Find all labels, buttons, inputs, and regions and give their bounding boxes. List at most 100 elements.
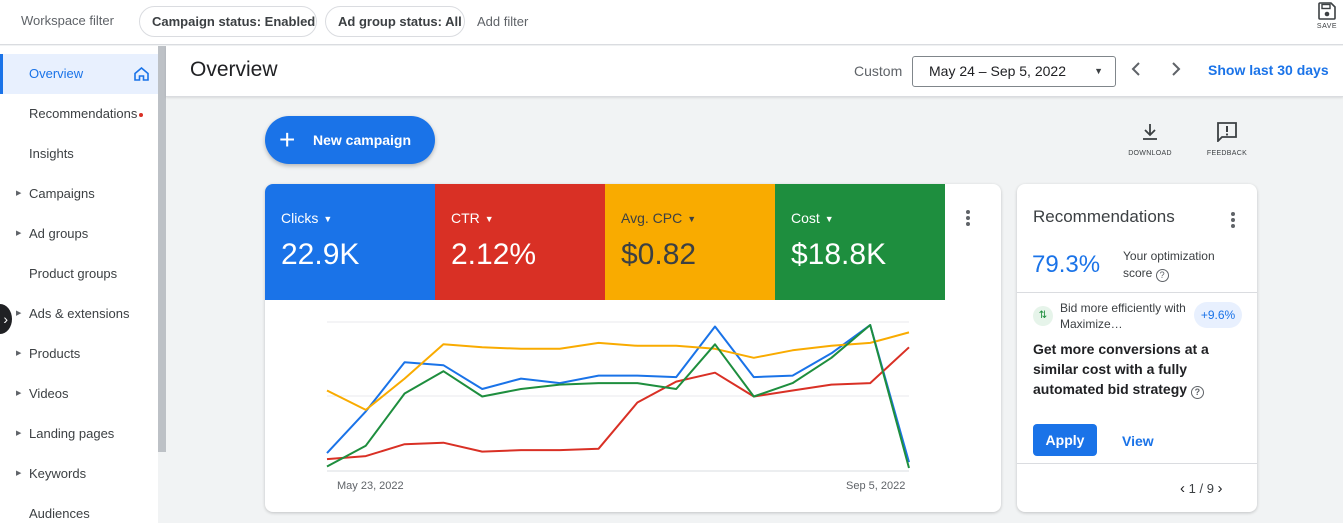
sidebar-item-recommendations[interactable]: Recommendations [0,94,158,134]
metric-value: $18.8K [791,238,887,271]
feedback-label: FEEDBACK [1206,150,1248,157]
x-axis-label-start: May 23, 2022 [337,480,404,492]
series-line-ctr [326,346,910,461]
date-range-type-label: Custom [854,63,903,79]
score-uplift-badge: +9.6% [1194,302,1242,328]
sidebar-item-label: Recommendations [29,106,138,121]
sidebar-item-ads-extensions[interactable]: ▶ Ads & extensions [0,294,158,334]
previous-period-button[interactable] [1125,58,1147,84]
feedback-icon [1217,122,1237,142]
new-campaign-button[interactable]: + New campaign [265,116,435,164]
series-line-avg-cpc [326,331,910,411]
sidebar-item-product-groups[interactable]: Product groups [0,254,158,294]
save-icon [1318,2,1336,20]
sidebar-item-label: Insights [29,146,74,161]
next-period-button[interactable] [1165,58,1187,84]
performance-card: Clicks ▼ 22.9K CTR ▼ 2.12% Avg. CPC ▼ $0.82… [265,184,1001,512]
metric-avg-cpc[interactable]: Avg. CPC ▼ $0.82 [605,184,775,300]
metric-name: Cost [791,210,820,226]
download-label: DOWNLOAD [1128,150,1172,157]
notification-dot-icon [139,112,144,117]
recommendations-title: Recommendations [1033,207,1175,226]
sidebar-item-insights[interactable]: Insights [0,134,158,174]
add-filter-button[interactable]: Add filter [477,14,529,29]
sidebar-scrollbar[interactable] [158,46,166,452]
sidebar-item-videos[interactable]: ▶ Videos [0,374,158,414]
sidebar-item-label: Overview [29,66,84,81]
chevron-right-icon: › [3,311,8,327]
caret-right-icon: ▶ [16,230,22,237]
sidebar-item-keywords[interactable]: ▶ Keywords [0,454,158,494]
chevron-left-icon [1131,62,1140,76]
show-last-30-days-link[interactable]: Show last 30 days [1208,62,1329,78]
sidebar-item-label: Audiences [29,506,90,521]
view-link[interactable]: View [1122,433,1154,449]
sidebar-item-label: Ad groups [29,226,89,241]
date-range-value: May 24 – Sep 5, 2022 [929,63,1066,79]
date-range-select[interactable]: May 24 – Sep 5, 2022 ▼ [912,56,1116,87]
caret-right-icon: ▶ [16,430,22,437]
sidebar-item-overview[interactable]: Overview [0,54,158,94]
caret-right-icon: ▶ [16,310,22,317]
more-options-icon[interactable] [958,208,978,232]
sidebar-item-label: Products [29,346,81,361]
sidebar: Overview Recommendations Insights ▶ Camp… [0,46,158,523]
metric-name: Avg. CPC [621,210,683,226]
sidebar-item-products[interactable]: ▶ Products [0,334,158,374]
save-button[interactable]: SAVE [1313,2,1341,42]
sidebar-item-label: Videos [29,386,69,401]
dropdown-arrow-icon: ▼ [484,214,494,224]
plus-icon: + [279,124,296,155]
caret-right-icon: ▶ [16,470,22,477]
filter-bar: Workspace filter Campaign status: Enable… [0,0,1343,45]
series-line-clicks [326,324,910,463]
sidebar-item-label: Landing pages [29,426,115,441]
divider [1017,463,1257,464]
chevron-left-icon[interactable]: ‹ [1180,480,1185,497]
metric-clicks[interactable]: Clicks ▼ 22.9K [265,184,435,300]
bidding-icon: ⇅ [1033,306,1053,326]
sidebar-item-audiences[interactable]: Audiences [0,494,158,523]
recommendation-pager: ‹ 1 / 9 › [1180,480,1223,497]
chevron-right-icon[interactable]: › [1217,480,1223,497]
optimization-score: 79.3% [1032,251,1101,278]
dropdown-arrow-icon: ▼ [1094,66,1103,76]
performance-line-chart [326,321,910,472]
metric-ctr[interactable]: CTR ▼ 2.12% [435,184,605,300]
sidebar-item-label: Product groups [29,266,118,281]
filter-chip-campaign-status[interactable]: Campaign status: Enabled [139,6,317,37]
dropdown-arrow-icon: ▼ [687,214,697,224]
metric-value: 2.12% [451,238,537,271]
expand-sidebar-button[interactable]: › [0,304,12,334]
download-button[interactable]: DOWNLOAD [1120,122,1180,157]
sidebar-item-label: Keywords [29,466,87,481]
workspace-filter-label: Workspace filter [21,13,114,28]
caret-right-icon: ▶ [16,350,22,357]
sidebar-item-landing-pages[interactable]: ▶ Landing pages [0,414,158,454]
sidebar-item-label: Campaigns [29,186,95,201]
sidebar-item-ad-groups[interactable]: ▶ Ad groups [0,214,158,254]
page-header: Overview Custom May 24 – Sep 5, 2022 ▼ S… [166,46,1343,97]
feedback-button[interactable]: FEEDBACK [1197,122,1257,157]
help-icon[interactable]: ? [1155,269,1169,282]
dropdown-arrow-icon: ▼ [323,214,333,224]
new-campaign-label: New campaign [313,132,412,148]
optimization-score-text: Your optimization score [1123,249,1215,280]
help-icon[interactable]: ? [1190,386,1204,399]
save-label: SAVE [1316,23,1338,30]
home-icon [134,67,149,81]
pager-text: 1 / 9 [1188,481,1214,496]
series-line-cost [326,324,910,469]
dropdown-arrow-icon: ▼ [824,214,834,224]
recommendations-card: Recommendations 79.3% Your optimization … [1017,184,1257,512]
recommendation-item-text: Bid more efficiently with Maximize… [1060,301,1186,331]
more-options-icon[interactable] [1223,210,1243,234]
recommendation-description-text: Get more conversions at a similar cost w… [1033,341,1209,397]
filter-chip-ad-group-status[interactable]: Ad group status: All [325,6,465,37]
metric-cost[interactable]: Cost ▼ $18.8K [775,184,945,300]
page-title: Overview [190,58,278,81]
sidebar-item-campaigns[interactable]: ▶ Campaigns [0,174,158,214]
metric-value: 22.9K [281,238,360,271]
optimization-score-label: Your optimization score ? [1123,248,1243,282]
apply-button[interactable]: Apply [1033,424,1097,456]
